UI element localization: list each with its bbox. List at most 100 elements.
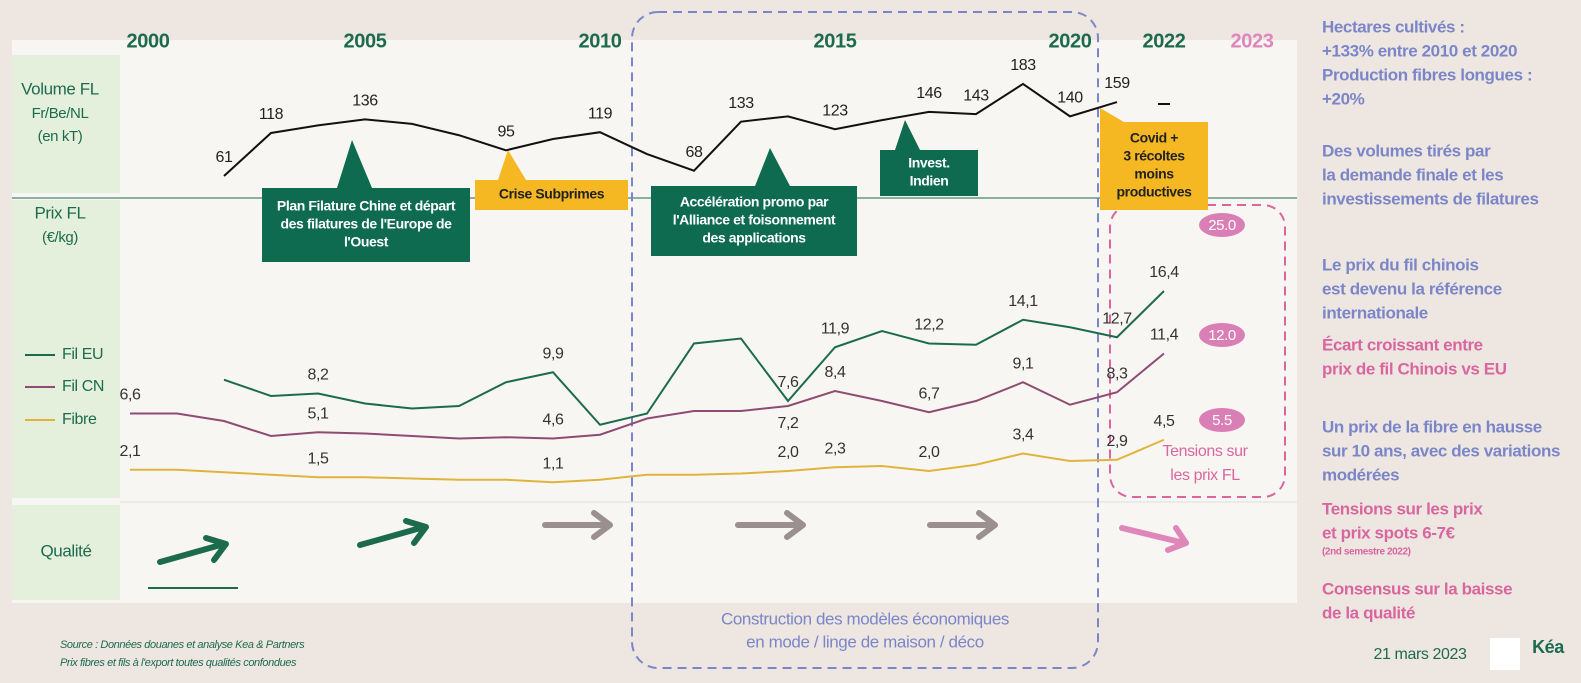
x-tick-label: 2020 [1049, 30, 1092, 52]
row-cell [12, 55, 120, 193]
row-label: Fr/Be/NL [32, 105, 89, 122]
data-label: 14,1 [1008, 293, 1038, 310]
callout-text: des applications [702, 230, 806, 246]
callout-box [880, 150, 978, 196]
callout-text: Crise Subprimes [499, 186, 605, 202]
data-label: 11,4 [1150, 327, 1179, 344]
side-note: +133% entre 2010 et 2020 [1322, 41, 1517, 60]
callout-box [262, 188, 470, 262]
side-note: sur 10 ans, avec des variations [1322, 441, 1560, 460]
callout-text: moins [1134, 166, 1174, 182]
data-label: 4,6 [542, 412, 564, 429]
row-label: (€/kg) [42, 229, 78, 246]
callout-text: 3 récoltes [1123, 148, 1185, 164]
side-note: Écart croissant entre [1322, 335, 1483, 354]
x-tick-label: 2022 [1143, 30, 1186, 52]
logo-mark [1490, 638, 1520, 670]
data-label: 8,3 [1106, 365, 1128, 382]
data-label: 8,4 [824, 364, 846, 381]
side-note: et prix spots 6-7€ [1322, 523, 1456, 542]
legend-label: Fil EU [62, 346, 103, 363]
period-note: Construction des modèles économiques [721, 609, 1009, 628]
row-cell [12, 505, 120, 600]
quality-arrow [735, 510, 806, 540]
callout-pointer [337, 140, 372, 188]
period-note: en mode / linge de maison / déco [746, 632, 984, 651]
data-label: 159 [1104, 75, 1130, 92]
logo: Kéa [1532, 637, 1565, 657]
data-label: 2,0 [918, 444, 940, 461]
x-tick-label: 2010 [579, 30, 622, 52]
side-note: +20% [1322, 89, 1365, 108]
x-tick-label: 2000 [127, 30, 170, 52]
data-label: 7,2 [777, 415, 799, 432]
data-label: 146 [916, 85, 942, 102]
side-note: Consensus sur la baisse [1322, 579, 1512, 598]
source: Prix fibres et fils à l'export toutes qu… [60, 657, 297, 669]
data-label: 7,6 [777, 374, 799, 391]
forecast-badge [1199, 323, 1245, 347]
side-note: Des volumes tirés par [1322, 141, 1491, 160]
callout-pointer [895, 120, 920, 150]
row-cell [12, 200, 120, 498]
callout-text: Indien [910, 173, 949, 189]
data-label: 5,1 [307, 405, 329, 422]
quality-arrow [1119, 525, 1189, 553]
data-label: 95 [498, 124, 515, 141]
callout-pointer [755, 148, 790, 186]
side-note-footnote: (2nd semestre 2022) [1322, 547, 1411, 558]
quality-arrow [927, 510, 998, 540]
side-note: de la qualité [1322, 603, 1415, 622]
side-note: Production fibres longues : [1322, 65, 1532, 84]
row-label: Prix FL [34, 203, 85, 222]
data-label: 183 [1010, 57, 1036, 74]
side-note: prix de fil Chinois vs EU [1322, 359, 1507, 378]
side-note: Hectares cultivés : [1322, 17, 1465, 36]
callout-text: Invest. [908, 155, 950, 171]
tension-note: Tensions sur [1162, 443, 1248, 460]
side-note: est devenu la référence [1322, 279, 1502, 298]
side-note: Un prix de la fibre en hausse [1322, 417, 1542, 436]
data-label: 140 [1057, 90, 1083, 107]
tension-note: les prix FL [1170, 467, 1240, 484]
data-label: 2,3 [824, 440, 846, 457]
data-label: 8,2 [307, 367, 329, 384]
series-line [223, 290, 1165, 426]
legend-label: Fibre [62, 411, 97, 428]
legend-label: Fil CN [62, 378, 104, 395]
forecast-label: 25.0 [1208, 217, 1236, 234]
x-tick-label: 2015 [814, 30, 857, 52]
data-label: 1,1 [542, 455, 564, 472]
date: 21 mars 2023 [1373, 646, 1467, 663]
forecast-year: 2023 [1231, 30, 1274, 52]
callout-pointer [498, 150, 526, 180]
x-tick-label: 2005 [344, 30, 387, 52]
source: Source : Données douanes et analyse Kea … [60, 639, 305, 651]
side-note: internationale [1322, 303, 1428, 322]
data-label: 119 [588, 105, 613, 122]
data-label: 16,4 [1149, 264, 1179, 281]
data-label: 133 [728, 95, 754, 112]
data-label: 118 [259, 106, 284, 123]
data-label: 6,7 [918, 385, 940, 402]
data-label: 2,0 [777, 444, 799, 461]
data-label: 12,7 [1102, 310, 1132, 327]
quality-arrow [542, 510, 613, 540]
callout-box [475, 180, 628, 210]
data-label: 12,2 [914, 317, 944, 334]
data-label: 9,9 [542, 345, 564, 362]
forecast-label: 5.5 [1212, 412, 1232, 429]
forecast-badge [1199, 213, 1245, 237]
data-label: 3,4 [1012, 427, 1034, 444]
period-frame [631, 11, 1099, 669]
callout-box [1100, 122, 1208, 210]
data-label: 9,1 [1012, 355, 1034, 372]
quality-arrows [157, 510, 1189, 565]
data-label: 143 [963, 87, 989, 104]
data-label: 2,1 [119, 443, 141, 460]
side-note: Le prix du fil chinois [1322, 255, 1479, 274]
callout-box [651, 186, 857, 256]
data-label: 2,9 [1106, 433, 1128, 450]
data-label: 68 [686, 144, 703, 161]
